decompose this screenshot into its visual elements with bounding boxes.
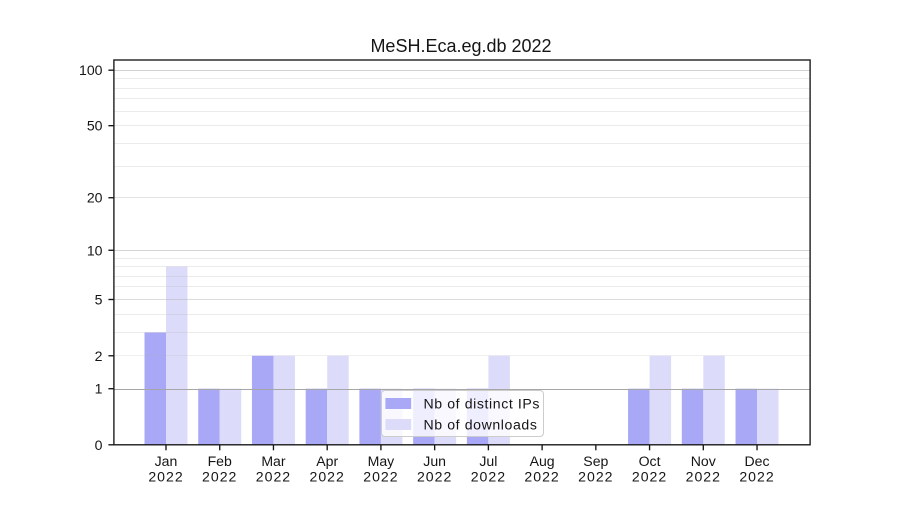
svg-text:Apr: Apr [316,453,338,469]
svg-text:2022: 2022 [417,468,452,484]
svg-text:May: May [368,453,396,469]
svg-text:2022: 2022 [739,468,774,484]
svg-text:0: 0 [95,437,103,453]
svg-text:Feb: Feb [208,453,232,469]
svg-text:2022: 2022 [578,468,613,484]
svg-text:Oct: Oct [639,453,661,469]
svg-text:Jul: Jul [479,453,497,469]
svg-text:2: 2 [95,348,103,364]
svg-text:Dec: Dec [744,453,769,469]
svg-text:2022: 2022 [632,468,667,484]
svg-text:2022: 2022 [202,468,237,484]
svg-text:2022: 2022 [310,468,345,484]
svg-text:Sep: Sep [583,453,608,469]
svg-text:Mar: Mar [261,453,286,469]
svg-text:2022: 2022 [686,468,721,484]
svg-text:2022: 2022 [471,468,506,484]
svg-text:100: 100 [79,62,103,78]
svg-text:Nb of distinct IPs: Nb of distinct IPs [424,396,541,412]
svg-text:10: 10 [87,242,103,258]
svg-text:20: 20 [87,190,103,206]
svg-text:2022: 2022 [363,468,398,484]
svg-text:Jun: Jun [423,453,446,469]
svg-text:Nov: Nov [691,453,716,469]
svg-text:2022: 2022 [148,468,183,484]
svg-text:5: 5 [95,291,103,307]
svg-text:Nb of downloads: Nb of downloads [424,417,538,433]
svg-text:2022: 2022 [524,468,559,484]
svg-text:1: 1 [95,381,103,397]
svg-text:2022: 2022 [256,468,291,484]
svg-text:50: 50 [87,118,103,134]
svg-text:Jan: Jan [155,453,178,469]
svg-text:MeSH.Eca.eg.db 2022: MeSH.Eca.eg.db 2022 [370,36,551,56]
svg-text:Aug: Aug [530,453,555,469]
